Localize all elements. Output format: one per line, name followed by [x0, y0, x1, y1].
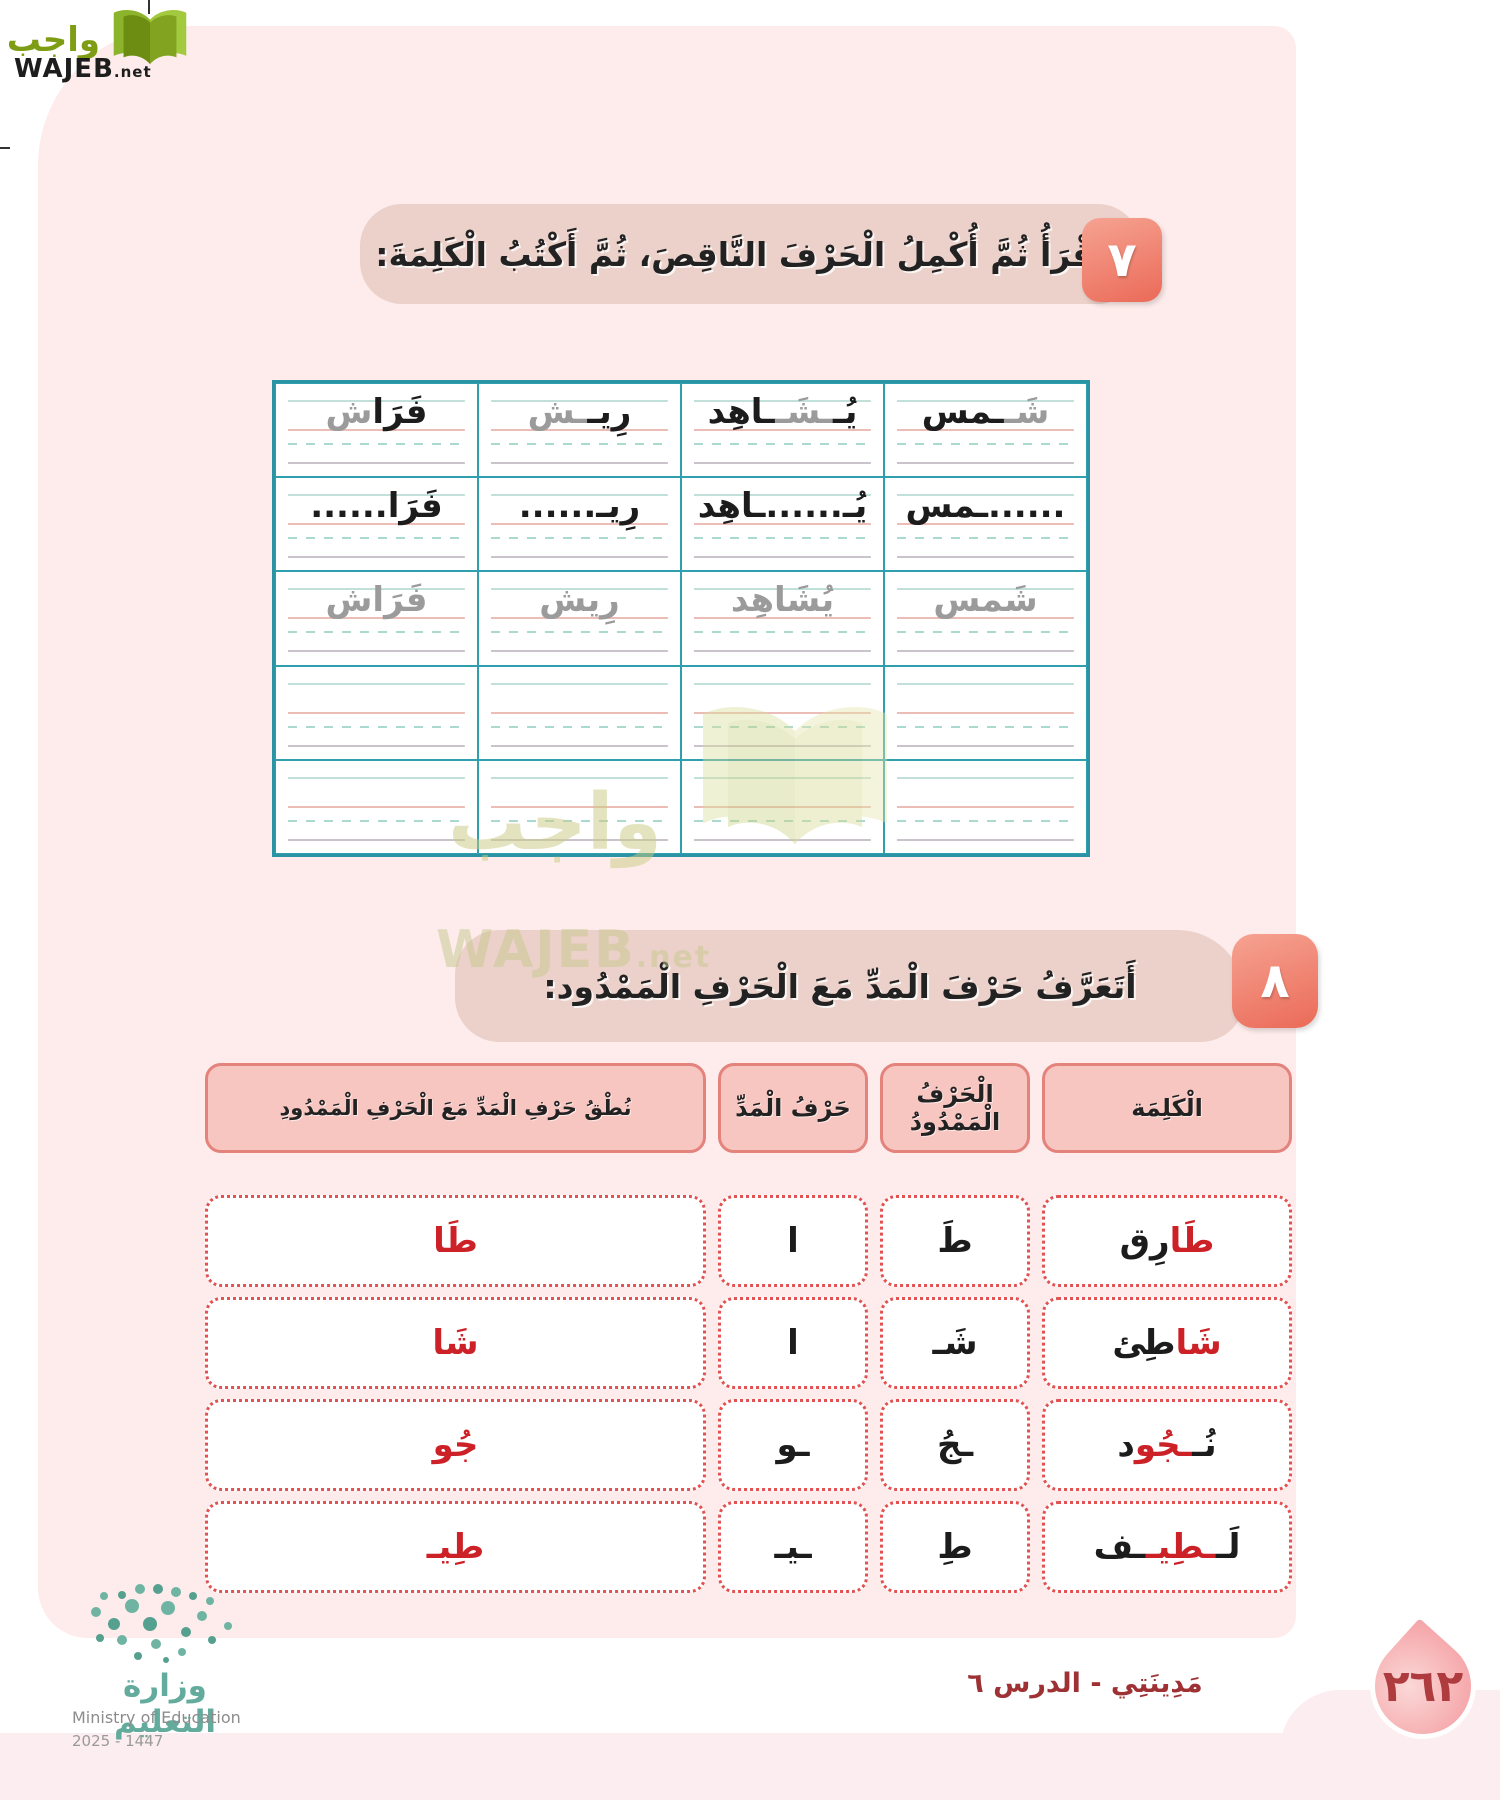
- long-letter-cell[interactable]: شَـ: [880, 1297, 1030, 1389]
- trace-word-yushahid: يُشَاهِد: [730, 580, 835, 621]
- exercise7-number-badge: ٧: [1082, 218, 1162, 302]
- brand-tld: .net: [113, 63, 152, 81]
- madd-table-header: الْكَلِمَة الْحَرْفُ الْمَمْدُودُ حَرْفُ…: [205, 1063, 1292, 1153]
- word-tariq: طَارِق: [1119, 1221, 1215, 1261]
- madd-letter-cell[interactable]: ا: [718, 1195, 868, 1287]
- practice-cell-complete[interactable]: رِيـ......: [478, 477, 681, 572]
- practice-cell-read[interactable]: رِيــش: [478, 383, 681, 478]
- brand-arabic-name: واجب: [6, 20, 100, 60]
- pronunciation-cell[interactable]: طِيـ: [205, 1501, 706, 1593]
- long-letter-cell[interactable]: طِ: [880, 1501, 1030, 1593]
- writing-practice-table: شَــمس يُــشَــاهِد رِيــش فَرَاش ......…: [272, 380, 1090, 857]
- page-number-drop: ٢٦٢: [1355, 1618, 1491, 1754]
- word-shati: شَاطِئ: [1112, 1323, 1222, 1363]
- word-cell[interactable]: نُــجُود: [1042, 1399, 1292, 1491]
- word-latif: لَــطِيــف: [1093, 1527, 1241, 1567]
- practice-cell-read[interactable]: شَــمس: [884, 383, 1087, 478]
- page-number: ٢٦٢: [1382, 1660, 1464, 1712]
- madd-letter-cell[interactable]: ا: [718, 1297, 868, 1389]
- wajeb-logo: واجب WAJEB.net: [6, 6, 210, 96]
- word-shams: شَــمس: [921, 392, 1050, 432]
- practice-cell-trace[interactable]: يُشَاهِد: [681, 571, 884, 666]
- ministry-english-name: Ministry of Education: [72, 1708, 241, 1727]
- header-madd-letter: حَرْفُ الْمَدِّ: [718, 1063, 868, 1153]
- practice-cell-empty[interactable]: [275, 665, 478, 760]
- madd-table-row: نُــجُود ـجُ ـو جُو: [205, 1399, 1292, 1491]
- madd-letter-cell[interactable]: ـو: [718, 1399, 868, 1491]
- header-long-letter: الْحَرْفُ الْمَمْدُودُ: [880, 1063, 1030, 1153]
- ministry-arabic-name: وزارة التعليم: [113, 1668, 217, 1740]
- word-cell[interactable]: لَــطِيــف: [1042, 1501, 1292, 1593]
- practice-cell-empty[interactable]: [478, 665, 681, 760]
- brand-latin-word: WAJEB: [14, 54, 114, 84]
- practice-cell-empty[interactable]: [884, 759, 1087, 854]
- long-letter-cell[interactable]: ـجُ: [880, 1399, 1030, 1491]
- pronunciation-cell[interactable]: جُو: [205, 1399, 706, 1491]
- edition-year: 2025 - 1447: [72, 1732, 164, 1750]
- exercise8-title: أَتَعَرَّفُ حَرْفَ الْمَدِّ مَعَ الْحَرْ…: [543, 966, 1137, 1006]
- word-reesh: رِيــش: [527, 392, 632, 432]
- madd-table-row: طَارِق طَ ا طَا: [205, 1195, 1292, 1287]
- word-nujood: نُــجُود: [1117, 1425, 1217, 1465]
- brand-latin-name: WAJEB.net: [14, 54, 164, 84]
- footer-band: [0, 1733, 1500, 1800]
- practice-cell-complete[interactable]: ......ـمس: [884, 477, 1087, 572]
- trace-word-firash: فَرَاش: [325, 580, 428, 621]
- ministry-dots-icon: [91, 1584, 232, 1663]
- lesson-reference: مَدِينَتِي - الدرس ٦: [967, 1668, 1203, 1699]
- word-cell[interactable]: شَاطِئ: [1042, 1297, 1292, 1389]
- long-letter-cell[interactable]: طَ: [880, 1195, 1030, 1287]
- practice-cell-read[interactable]: فَرَاش: [275, 383, 478, 478]
- word-firash: فَرَاش: [325, 392, 428, 432]
- word-shams-incomplete: ......ـمس: [905, 486, 1066, 527]
- practice-cell-empty[interactable]: [681, 665, 884, 760]
- madd-letter-cell[interactable]: ـيـ: [718, 1501, 868, 1593]
- word-yushahid-incomplete: يُـ......ـاهِد: [697, 486, 868, 527]
- exercise7-banner: أَقْرَأُ ثُمَّ أُكْمِلُ الْحَرْفَ النَّا…: [360, 204, 1140, 304]
- word-reesh-incomplete: رِيـ......: [518, 486, 641, 527]
- practice-cell-empty[interactable]: [681, 759, 884, 854]
- practice-cell-complete[interactable]: يُـ......ـاهِد: [681, 477, 884, 572]
- word-yushahid: يُــشَــاهِد: [707, 392, 858, 432]
- header-pronunciation: نُطْقُ حَرْفِ الْمَدِّ مَعَ الْحَرْفِ ال…: [205, 1063, 706, 1153]
- open-book-icon: [113, 10, 187, 65]
- exercise8-number-badge: ٨: [1232, 934, 1318, 1028]
- practice-cell-read[interactable]: يُــشَــاهِد: [681, 383, 884, 478]
- practice-cell-empty[interactable]: [275, 759, 478, 854]
- word-cell[interactable]: طَارِق: [1042, 1195, 1292, 1287]
- exercise8-banner: أَتَعَرَّفُ حَرْفَ الْمَدِّ مَعَ الْحَرْ…: [455, 930, 1245, 1042]
- madd-table-row: لَــطِيــف طِ ـيـ طِيـ: [205, 1501, 1292, 1593]
- exercise7-title: أَقْرَأُ ثُمَّ أُكْمِلُ الْحَرْفَ النَّا…: [375, 234, 1105, 274]
- practice-cell-trace[interactable]: فَرَاش: [275, 571, 478, 666]
- practice-cell-empty[interactable]: [884, 665, 1087, 760]
- trace-word-shams: شَمس: [933, 580, 1038, 621]
- pronunciation-cell[interactable]: شَا: [205, 1297, 706, 1389]
- crop-mark: [0, 147, 10, 149]
- practice-cell-complete[interactable]: فَرَا......: [275, 477, 478, 572]
- header-word: الْكَلِمَة: [1042, 1063, 1292, 1153]
- practice-cell-trace[interactable]: شَمس: [884, 571, 1087, 666]
- madd-table-row: شَاطِئ شَـ ا شَا: [205, 1297, 1292, 1389]
- word-firash-incomplete: فَرَا......: [310, 486, 443, 527]
- crop-mark: [148, 0, 150, 14]
- practice-cell-trace[interactable]: رِيش: [478, 571, 681, 666]
- practice-cell-empty[interactable]: [478, 759, 681, 854]
- trace-word-reesh: رِيش: [539, 580, 620, 621]
- pronunciation-cell[interactable]: طَا: [205, 1195, 706, 1287]
